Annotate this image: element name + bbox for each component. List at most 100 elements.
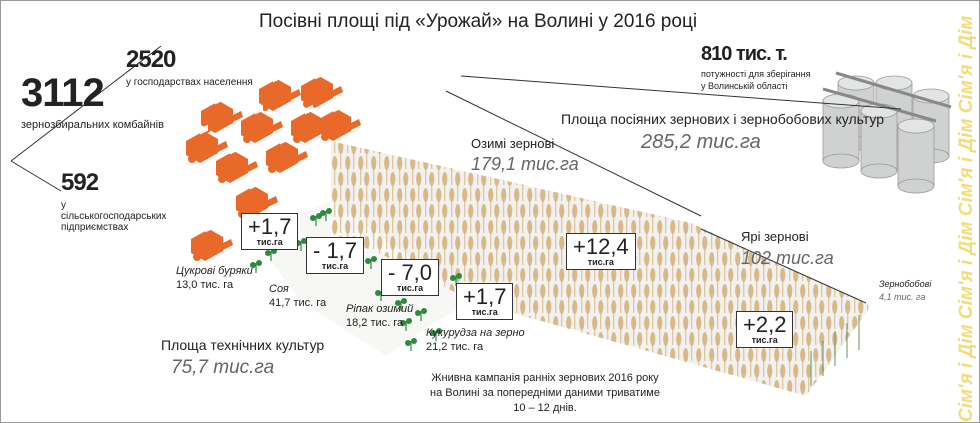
wheat-stalk-icon [358,348,364,377]
combines-total-label: зернозбиральних комбайнів [21,119,164,131]
wheat-stalk-icon [390,172,396,201]
wheat-stalk-icon [611,332,617,361]
wheat-stalk-icon [787,380,793,396]
wheat-stalk-icon [481,204,487,233]
wheat-stalk-icon [403,204,409,233]
wheat-stalk-icon [839,348,845,377]
wheat-stalk-icon [806,172,812,201]
wheat-stalk-icon [702,236,708,265]
wheat-stalk-icon [774,188,780,217]
wheat-stalk-icon [390,364,396,393]
wheat-stalk-icon [865,380,871,396]
wheat-stalk-icon [670,156,676,185]
wheat-stalk-icon [598,141,604,169]
wheat-stalk-icon [624,300,630,329]
wheat-stalk-icon [826,316,832,345]
wheat-stalk-icon [871,332,876,361]
wheat-stalk-icon [371,156,377,185]
wheat-stalk-icon [884,364,889,393]
wheat-stalk-icon [657,284,663,313]
wheat-stalk-icon [384,380,390,396]
wheat-stalk-icon [806,332,812,361]
soy-label: Соя [269,283,289,295]
wheat-stalk-icon [748,252,754,281]
sugar-beet-change-unit: тис.га [256,237,283,247]
wheat-stalk-icon [345,156,351,185]
wheat-stalk-icon [702,268,708,297]
wheat-stalk-icon [371,188,377,217]
wheat-stalk-icon [845,204,851,233]
wheat-stalk-icon [598,332,604,361]
wheat-stalk-icon [624,332,630,361]
wheat-stalk-icon [377,172,383,201]
wheat-stalk-icon [338,364,344,393]
wheat-stalk-icon [689,364,695,393]
wheat-stalk-icon [598,172,604,201]
wheat-stalk-icon [852,188,858,217]
winter-grain-value: 179,1 тис.га [471,154,579,174]
wheat-stalk-icon [806,300,812,329]
wheat-stalk-icon [358,188,364,217]
wheat-stalk-icon [585,204,591,233]
wheat-stalk-icon [748,380,754,396]
combines-total-value: 3112 [21,71,105,115]
wheat-stalk-icon [793,172,799,201]
wheat-stalk-icon [683,284,689,313]
wheat-stalk-icon [451,141,453,153]
wheat-stalk-icon [741,172,747,201]
wheat-stalk-icon [624,141,630,169]
wheat-stalk-icon [566,284,572,313]
wheat-stalk-icon [735,284,741,313]
wheat-stalk-icon [611,141,617,169]
wheat-stalk-icon [546,332,552,361]
spring-grain-label: Ярі зернові [741,229,809,244]
wheat-stalk-icon [748,348,754,377]
wheat-stalk-icon [761,348,767,377]
wheat-stalk-icon [373,141,375,153]
plant-icon [415,308,427,321]
wheat-stalk-icon [774,156,780,185]
plant-icon [430,328,442,341]
wheat-stalk-icon [826,380,832,396]
wheat-stalk-icon [884,236,889,265]
wheat-stalk-icon [644,284,650,313]
combine-harvester-icon [191,222,233,261]
wheat-stalk-icon [709,156,715,185]
wheat-stalk-icon [884,332,889,361]
wheat-stalk-icon [728,268,734,297]
wheat-stalk-icon [507,236,513,265]
page-title: Посівні площі під «Урожай» на Волині у 2… [259,11,698,32]
wheat-stalk-icon [858,236,864,265]
wheat-stalk-icon [620,141,622,153]
plant-icon [395,298,407,311]
wheat-stalk-icon [871,300,876,329]
wheat-stalk-icon [741,268,747,297]
wheat-stalk-icon [722,188,728,217]
plant-icon [365,256,377,269]
wheat-stalk-icon [761,284,767,313]
soy-change: - 1,7 [313,238,358,263]
wheat-stalk-icon [397,380,403,396]
wheat-stalk-icon [594,141,596,153]
wheat-stalk-icon [689,300,695,329]
wheat-stalk-icon [371,348,377,377]
wheat-stalk-icon [449,188,455,217]
combines-group [186,69,361,261]
winter-grain-label: Озимі зернові [471,136,555,151]
wheat-stalk-icon [572,204,578,233]
spring-grain-change: +2,2 [743,312,787,337]
wheat-stalk-icon [364,172,370,201]
wheat-stalk-icon [351,332,357,361]
wheat-stalk-icon [533,204,539,233]
wheat-stalk-icon [488,188,494,217]
wheat-stalk-icon [715,300,721,329]
wheat-stalk-icon [618,156,624,185]
wheat-stalk-icon [839,316,845,345]
wheat-stalk-icon [676,332,682,361]
wheat-stalk-icon [650,236,656,265]
wheat-stalk-icon [455,204,461,233]
silo-top [897,118,935,134]
wheat-stalk-icon [767,172,773,201]
wheat-stalk-icon [572,300,578,329]
wheat-stalk-icon [728,332,734,361]
